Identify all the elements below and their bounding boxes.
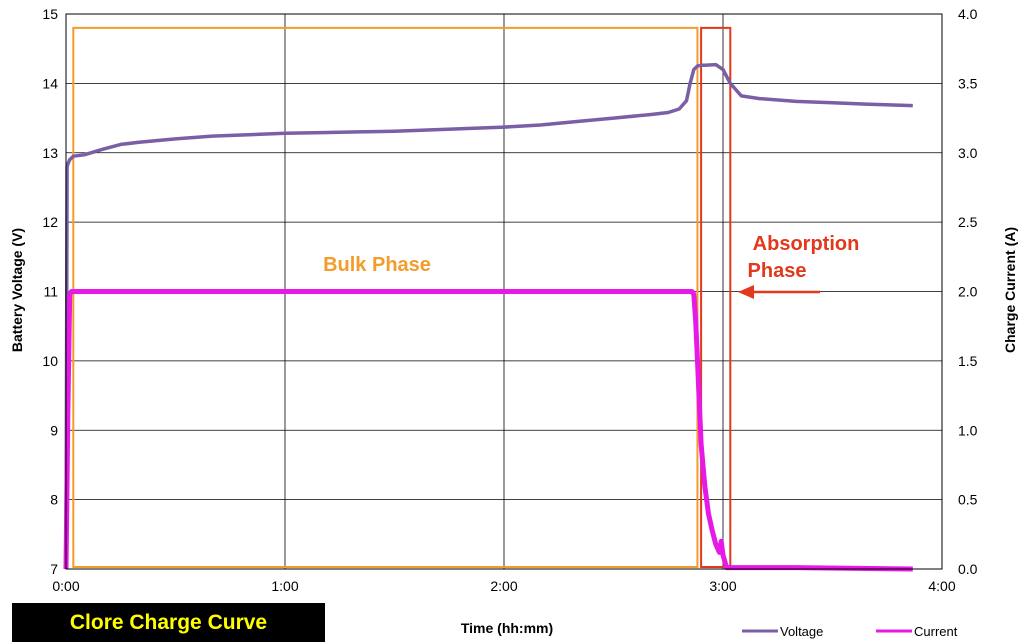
right-y-axis-title: Charge Current (A) <box>1002 227 1018 353</box>
right-y-tick-label: 3.5 <box>958 75 978 91</box>
x-tick-label: 4:00 <box>928 578 955 594</box>
bulk-phase-label: Bulk Phase <box>323 254 431 276</box>
left-y-tick-label: 8 <box>50 492 58 508</box>
legend: Voltage Current <box>742 624 958 639</box>
bulk-phase-box <box>72 26 699 568</box>
right-y-tick-label: 3.0 <box>958 145 978 161</box>
current-series-line <box>63 289 913 572</box>
legend-voltage-label: Voltage <box>780 624 823 639</box>
left-y-tick-label: 14 <box>42 75 58 91</box>
right-y-tick-label: 0.5 <box>958 492 978 508</box>
left-y-tick-label: 10 <box>42 353 58 369</box>
left-y-axis-ticks: 7 8 9 10 11 12 13 14 15 <box>42 6 58 577</box>
phase-labels: Bulk Phase Absorption Phase <box>323 233 859 299</box>
series-lines <box>63 62 913 572</box>
plot-area-frame <box>65 13 943 570</box>
absorption-phase-label-line1: Absorption <box>753 233 860 255</box>
absorption-phase-label-line2: Phase <box>748 260 807 282</box>
right-y-tick-label: 0.0 <box>958 561 978 577</box>
right-y-tick-label: 2.5 <box>958 214 978 230</box>
absorption-arrow-head <box>738 285 754 299</box>
x-tick-label: 0:00 <box>52 578 79 594</box>
right-y-tick-label: 4.0 <box>958 6 978 22</box>
x-axis-ticks: 0:00 1:00 2:00 3:00 4:00 <box>52 578 955 594</box>
left-y-axis-title: Battery Voltage (V) <box>9 228 25 352</box>
right-y-tick-label: 1.0 <box>958 422 978 438</box>
x-axis-title: Time (hh:mm) <box>460 620 554 636</box>
left-y-tick-label: 11 <box>43 284 58 300</box>
absorption-phase-box <box>700 26 732 568</box>
left-y-tick-label: 12 <box>42 214 58 230</box>
voltage-series-line <box>64 62 913 563</box>
chart-title: Clore Charge Curve <box>12 603 325 642</box>
phase-boxes <box>72 26 732 568</box>
x-tick-label: 1:00 <box>271 578 298 594</box>
left-y-tick-label: 7 <box>50 561 58 577</box>
right-y-tick-label: 2.0 <box>958 284 978 300</box>
right-y-tick-label: 1.5 <box>958 353 978 369</box>
x-tick-label: 3:00 <box>709 578 736 594</box>
legend-current-label: Current <box>914 624 958 639</box>
left-y-tick-label: 13 <box>42 145 58 161</box>
left-y-tick-label: 15 <box>42 6 58 22</box>
left-y-tick-label: 9 <box>50 422 58 438</box>
right-y-axis-ticks: 0.0 0.5 1.0 1.5 2.0 2.5 3.0 3.5 4.0 <box>958 6 978 577</box>
x-tick-label: 2:00 <box>490 578 517 594</box>
